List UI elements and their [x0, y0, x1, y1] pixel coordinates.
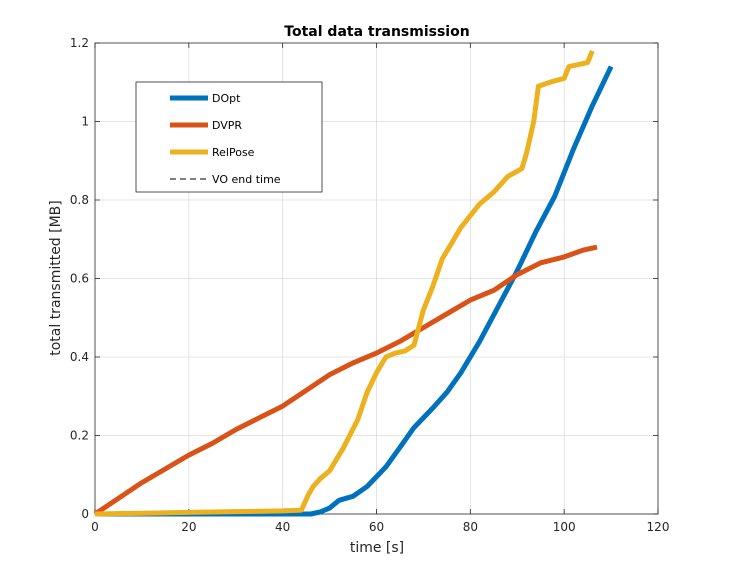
- y-tick-label: 1.2: [70, 36, 89, 50]
- x-axis-label: time [s]: [350, 540, 404, 556]
- x-tick-label: 40: [275, 520, 290, 534]
- y-axis-label: total transmitted [MB]: [48, 200, 64, 356]
- legend-box: [135, 81, 323, 193]
- legend-label: VO end time: [212, 173, 281, 186]
- grid: [95, 43, 658, 514]
- chart-title: Total data transmission: [284, 24, 469, 40]
- series-line-dopt: [95, 65, 614, 517]
- axis-ticks: 0 20 40 60 80 100 120 0 0.2 0.4 0.6 0.8 1 1.2: [70, 36, 670, 534]
- y-tick-label: 0.6: [70, 272, 89, 286]
- legend: DOpt DVPR RelPose VO end time: [135, 81, 323, 193]
- y-tick-label: 1: [81, 115, 89, 129]
- y-tick-label: 0.2: [70, 429, 89, 443]
- x-tick-label: 20: [181, 520, 196, 534]
- data-series: [93, 49, 614, 517]
- y-tick-label: 0: [81, 507, 89, 521]
- y-tick-label: 0.4: [70, 350, 89, 364]
- x-tick-label: 0: [91, 520, 99, 534]
- legend-label: DOpt: [212, 92, 241, 105]
- series-line-relpose: [94, 49, 595, 517]
- x-tick-label: 80: [463, 520, 478, 534]
- x-tick-label: 120: [647, 520, 670, 534]
- x-tick-label: 60: [369, 520, 384, 534]
- legend-label: DVPR: [212, 119, 242, 132]
- legend-label: RelPose: [212, 146, 255, 159]
- series-line-dvpr: [93, 244, 598, 517]
- y-tick-label: 0.8: [70, 193, 89, 207]
- x-tick-label: 100: [553, 520, 576, 534]
